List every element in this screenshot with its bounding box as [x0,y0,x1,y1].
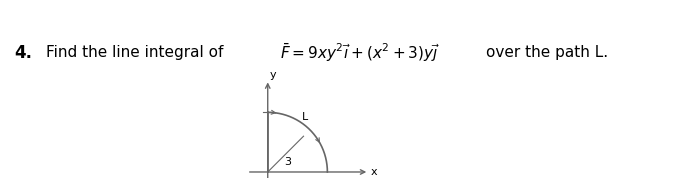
Text: Find the line integral of: Find the line integral of [46,45,223,61]
Text: $\bar{F}=9xy^2\vec{\imath}+(x^2+3)y\vec{\jmath}$: $\bar{F}=9xy^2\vec{\imath}+(x^2+3)y\vec{… [280,42,440,64]
Text: x: x [370,167,377,177]
Text: over the path L.: over the path L. [486,45,608,61]
Text: y: y [270,70,276,80]
Text: L: L [302,112,308,122]
Text: 4.: 4. [14,44,32,62]
Text: 3: 3 [284,156,291,167]
